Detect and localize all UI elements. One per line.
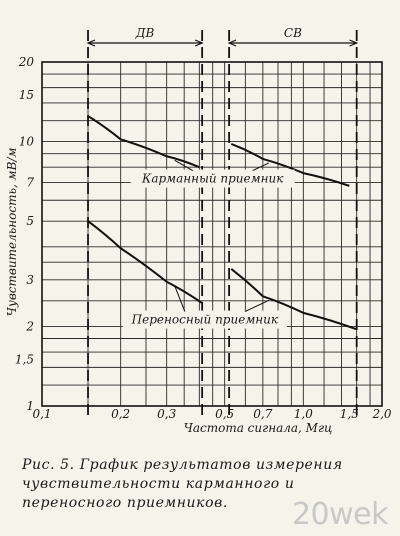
y-tick-label: 3 [26,273,34,287]
x-tick-label: 0,3 [157,407,176,421]
band-label: ДВ [135,26,155,40]
y-tick-label: 20 [18,55,35,69]
band-arrow-right [194,39,204,47]
annotation-background [122,310,287,329]
leader-line [174,159,193,171]
y-tick-label: 10 [19,135,35,149]
y-tick-label: 7 [26,176,34,190]
y-tick-label: 5 [26,214,34,228]
band-markers: ДВ СВ [86,26,359,418]
x-tick-label: 0,5 [215,407,234,421]
sensitivity-chart: ДВ СВ Карманный приемник Переносный приемн… [5,26,392,435]
y-tick-label: 1,5 [15,352,34,366]
y-tick-label: 2 [25,319,34,333]
series-line [87,220,203,304]
y-tick-label: 15 [19,88,34,102]
y-axis-label: Чувствительность, мВ/м [5,148,19,317]
x-tick-label: 2,0 [371,407,391,421]
series-lines: Карманный приемник Переносный приемник [87,115,358,331]
leader-line [252,162,270,172]
x-tick-label: 1,0 [294,407,313,421]
figure-caption: Рис. 5. График результатов измерения чув… [22,457,343,511]
series-line [87,115,200,169]
x-tick-label: 0,1 [32,407,51,421]
series-line [230,268,358,331]
x-tick-label: 1,5 [340,407,359,421]
grid [41,61,383,407]
series-line [230,142,350,187]
y-tick-label: 1 [26,399,34,413]
watermark: 20wek [291,497,389,532]
leader-line [244,299,270,313]
band-arrow-left [86,39,96,47]
leader-line [174,285,186,312]
band-arrow-left [227,39,237,47]
band-arrow-right [349,39,359,47]
series-annotation: Карманный приемник [141,172,284,186]
plot-frame [41,61,383,407]
tick-labels: 0,1 0,2 0,3 0,5 0,7 1,0 1,5 2,0 1 1,5 2 3 5 7 10 15 20 [15,55,392,421]
x-tick-label: 0,7 [253,407,272,421]
annotation-background [130,169,295,188]
x-tick-label: 0,2 [111,407,130,421]
x-axis-label: Частота сигнала, Мгц [184,421,333,435]
band-label: СВ [284,26,302,40]
series-annotation: Переносный приемник [131,313,279,327]
